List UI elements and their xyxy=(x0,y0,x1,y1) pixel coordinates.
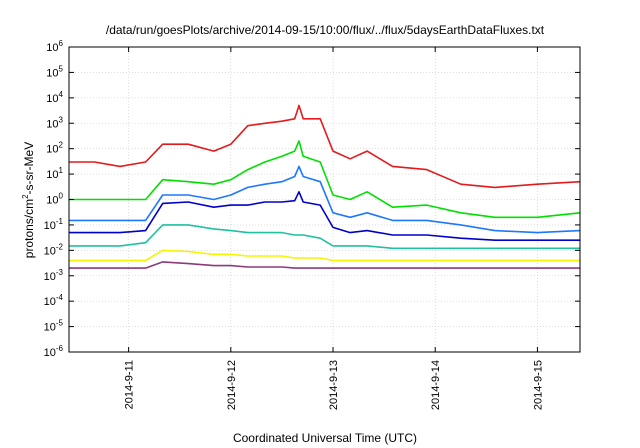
series-line-5 xyxy=(69,249,580,262)
y-axis-label-prefix: protons/cm xyxy=(22,199,36,258)
y-tick-base: 10 xyxy=(46,169,58,181)
x-tick-label: 2014-9-12 xyxy=(226,360,238,410)
y-tick-exponent: -5 xyxy=(56,319,64,328)
y-tick-label: 10-3 xyxy=(44,268,64,283)
series-line-4 xyxy=(69,224,580,250)
y-tick-exponent: -4 xyxy=(56,293,64,302)
x-tick-label: 2014-9-14 xyxy=(430,360,442,410)
y-tick-label: 10-6 xyxy=(44,344,64,359)
series-layer xyxy=(69,104,581,269)
series-line-2 xyxy=(69,165,581,234)
x-tick-label: 2014-9-11 xyxy=(124,360,136,409)
y-tick-base: 10 xyxy=(46,195,58,207)
y-tick-exponent: 1 xyxy=(59,166,64,175)
y-tick-base: 10 xyxy=(46,144,58,156)
y-tick-base: 10 xyxy=(46,42,58,54)
y-tick-label: 106 xyxy=(46,39,63,54)
y-tick-base: 10 xyxy=(46,118,58,130)
y-tick-label: 10-5 xyxy=(44,319,64,334)
series-line-1 xyxy=(69,140,581,219)
y-tick-exponent: -2 xyxy=(56,242,64,251)
axis-ticks: 10-610-510-410-310-210-11001011021031041… xyxy=(44,39,580,410)
y-tick-label: 103 xyxy=(46,115,63,130)
y-tick-base: 10 xyxy=(46,67,58,79)
y-tick-exponent: -3 xyxy=(56,268,64,277)
y-tick-label: 10-4 xyxy=(44,293,64,308)
x-tick-label: 2014-9-13 xyxy=(328,360,340,410)
y-tick-label: 104 xyxy=(46,90,63,105)
y-tick-base: 10 xyxy=(44,296,56,308)
y-axis-label-superscript: 2 xyxy=(21,194,30,199)
chart-title: /data/run/goesPlots/archive/2014-09-15/1… xyxy=(106,23,545,37)
y-axis-label: protons/cm2-s-sr-MeV xyxy=(21,142,36,258)
y-tick-exponent: 6 xyxy=(59,39,64,48)
y-tick-label: 100 xyxy=(46,192,63,207)
y-tick-exponent: -1 xyxy=(56,217,64,226)
x-axis-label: Coordinated Universal Time (UTC) xyxy=(233,431,417,445)
series-line-6 xyxy=(69,261,580,269)
y-tick-label: 101 xyxy=(46,166,63,181)
y-axis-label-suffix: -s-sr-MeV xyxy=(22,142,36,195)
y-tick-exponent: 4 xyxy=(59,90,64,99)
y-tick-exponent: 2 xyxy=(59,141,64,150)
y-tick-base: 10 xyxy=(44,245,56,257)
y-tick-base: 10 xyxy=(46,93,58,105)
x-tick-label: 2014-9-15 xyxy=(532,360,544,410)
y-tick-base: 10 xyxy=(44,322,56,334)
y-tick-exponent: 3 xyxy=(59,115,64,124)
y-tick-label: 102 xyxy=(46,141,63,156)
y-tick-exponent: 5 xyxy=(59,64,64,73)
y-tick-base: 10 xyxy=(44,271,56,283)
series-line-0 xyxy=(69,104,581,189)
y-tick-label: 10-2 xyxy=(44,242,64,257)
y-tick-base: 10 xyxy=(44,220,56,232)
series-line-3 xyxy=(69,191,580,241)
y-tick-exponent: 0 xyxy=(59,192,64,201)
y-tick-label: 10-1 xyxy=(44,217,64,232)
y-tick-exponent: -6 xyxy=(56,344,64,353)
y-tick-label: 105 xyxy=(46,64,63,79)
y-tick-base: 10 xyxy=(44,347,56,359)
